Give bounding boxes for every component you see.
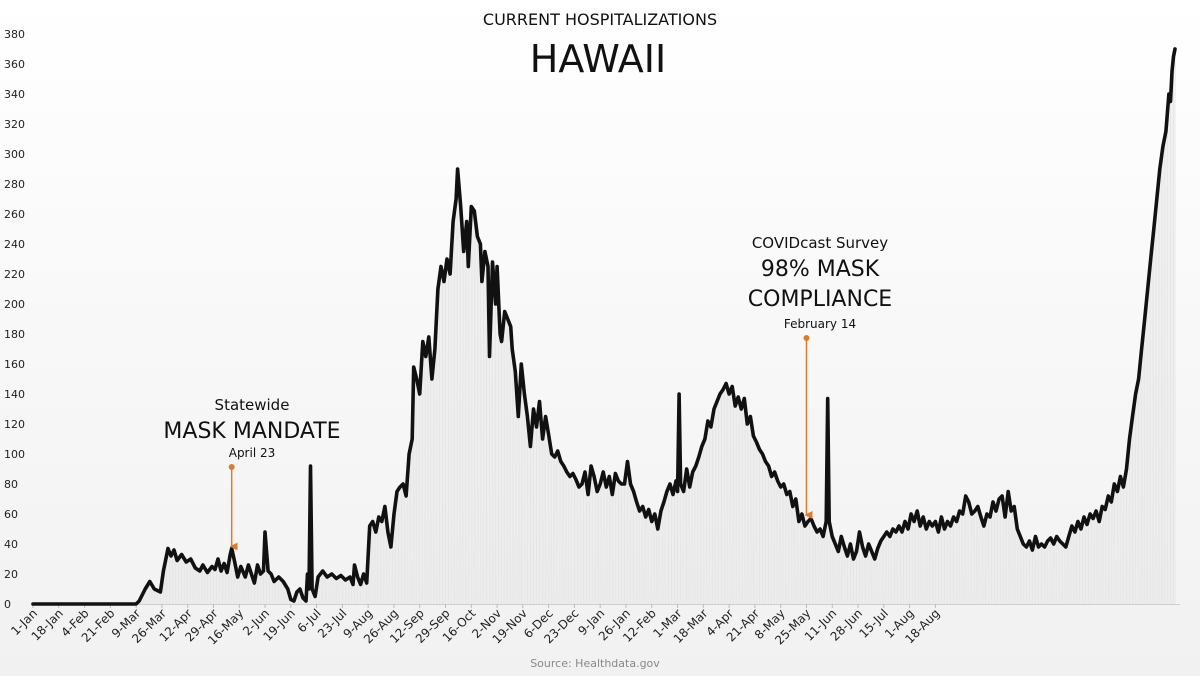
y-tick-label: 120 (4, 418, 25, 431)
y-tick-label: 20 (4, 568, 18, 581)
annotation-survey-title-line1: 98% MASK (761, 257, 880, 282)
source-note: Source: Healthdata.gov (530, 657, 660, 670)
y-tick-label: 60 (4, 508, 18, 521)
annotation-survey-date: February 14 (784, 317, 856, 331)
y-tick-label: 280 (4, 178, 25, 191)
chart-title: CURRENT HOSPITALIZATIONS (483, 10, 717, 29)
series-line-layer (31, 47, 1177, 606)
area-fill-layer (137, 49, 1176, 604)
y-tick-label: 300 (4, 148, 25, 161)
annotation-survey-pre: COVIDcast Survey (752, 234, 888, 252)
series-line (31, 47, 1177, 606)
y-tick-label: 200 (4, 298, 25, 311)
y-tick-label: 180 (4, 328, 25, 341)
annotations-layer: Statewide MASK MANDATE April 23 COVIDcast S… (163, 234, 892, 551)
annotation-mandate-title: MASK MANDATE (163, 419, 340, 444)
annotation-mandate-date: April 23 (229, 446, 276, 460)
chart-subtitle: HAWAII (530, 37, 666, 81)
annotation-mandate-pre: Statewide (215, 396, 290, 414)
y-tick-label: 340 (4, 88, 25, 101)
y-tick-label: 160 (4, 358, 25, 371)
y-tick-label: 260 (4, 208, 25, 221)
y-tick-label: 380 (4, 28, 25, 41)
annotation-survey-title-line2: COMPLIANCE (748, 287, 892, 312)
y-tick-label: 80 (4, 478, 18, 491)
y-tick-label: 240 (4, 238, 25, 251)
y-tick-label: 40 (4, 538, 18, 551)
y-tick-label: 320 (4, 118, 25, 131)
y-tick-label: 0 (4, 598, 11, 611)
y-tick-label: 220 (4, 268, 25, 281)
y-tick-label: 100 (4, 448, 25, 461)
y-tick-label: 360 (4, 58, 25, 71)
y-tick-label: 140 (4, 388, 25, 401)
